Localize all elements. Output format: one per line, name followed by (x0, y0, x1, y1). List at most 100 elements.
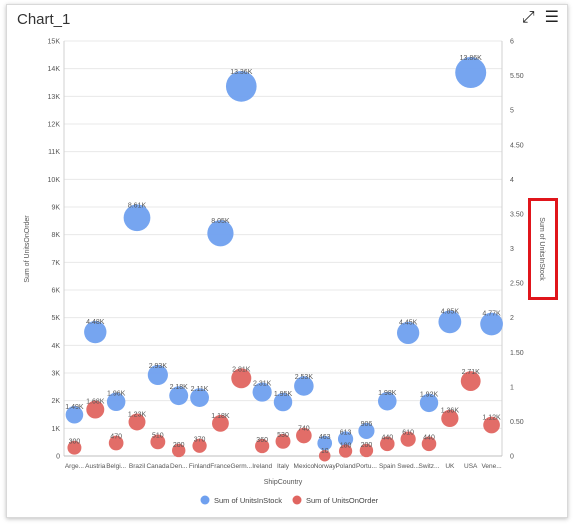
bubble-series2 (318, 449, 331, 462)
bubble-series2 (359, 443, 374, 458)
y-tick-label: 11K (48, 149, 60, 156)
x-tick-label: Portu... (356, 463, 377, 470)
y2-axis-highlight-box (528, 198, 558, 300)
data-label: 1.98K (378, 390, 397, 397)
y2-tick-label: 5 (510, 108, 514, 115)
data-label: 4.48K (86, 319, 105, 326)
data-label: 13.86K (460, 55, 483, 62)
y-tick-label: 1K (51, 426, 60, 433)
bubble-series1 (147, 364, 168, 386)
chart-title: Chart_1 (17, 11, 71, 28)
data-label: 1.23K (128, 411, 147, 418)
y2-tick-label: 1 (510, 384, 514, 391)
bubble-series1 (225, 71, 257, 102)
bubble-series1 (419, 393, 439, 413)
data-label: 1.49K (65, 404, 84, 411)
bubble-series2 (400, 431, 416, 447)
y-tick-label: 14K (48, 66, 61, 73)
bubble-series2 (128, 413, 146, 431)
bubble-series1 (169, 386, 189, 406)
bubble-series1 (396, 321, 420, 345)
bubble-series1 (337, 431, 354, 447)
y2-tick-label: 3.50 (510, 211, 524, 218)
x-tick-label: Norway (314, 463, 337, 470)
x-tick-label: Finland (189, 463, 211, 470)
bubble-series2 (67, 440, 82, 455)
x-tick-label: Belgi... (106, 463, 126, 470)
bubble-series2 (380, 436, 395, 452)
bubble-series1 (84, 320, 107, 344)
data-label: 2.81K (232, 366, 251, 373)
legend: Sum of UnitsInStock Sum of UnitsOnOrder (200, 495, 379, 505)
data-label: 440 (423, 435, 435, 442)
data-label: 2.71K (462, 369, 481, 376)
data-label: 463 (319, 434, 331, 441)
data-label: 8.61K (128, 202, 147, 209)
x-tick-label: Swed... (397, 463, 419, 470)
y-tick-label: 12K (48, 122, 61, 129)
y2-axis-ticks: 0 0.50 1 1.50 2 2.50 3 3.50 4 4.50 5 5.50 6 (510, 39, 524, 461)
chart-toolbar: ⤢ ☰ (522, 10, 559, 26)
data-label: 470 (110, 434, 122, 441)
x-tick-label: Spain (379, 463, 396, 470)
data-label: 2.53K (295, 374, 314, 381)
data-label: 740 (298, 426, 310, 433)
bubble-series2 (86, 400, 105, 419)
bubble-series1 (438, 310, 462, 334)
bubble-series1 (317, 435, 333, 451)
y-tick-label: 0 (56, 454, 60, 461)
data-label: 1.36K (441, 408, 460, 415)
bubble-series2 (296, 427, 312, 444)
data-labels: 1.49K 4.48K 1.96K 8.61K 2.93K 2.18K 2.11K 8.05K… (65, 55, 501, 455)
bubble-series2 (460, 371, 481, 391)
data-label: 200 (361, 442, 373, 449)
y2-tick-label: 4 (510, 177, 514, 184)
data-label: 1.95K (274, 391, 293, 398)
bubble-series2 (255, 438, 270, 454)
x-tick-label: Den... (170, 463, 188, 470)
y2-tick-label: 0 (510, 454, 514, 461)
legend-label: Sum of UnitsOnOrder (306, 496, 379, 505)
bubble-series1 (273, 392, 293, 412)
bubble-series2 (192, 438, 207, 453)
x-tick-label: Switz... (419, 463, 440, 470)
y-axis-label: Sum of UnitsOnOrder (24, 215, 31, 283)
y-tick-label: 2K (51, 398, 60, 405)
data-label: 1.18K (211, 413, 230, 420)
y2-tick-label: 2.50 (510, 281, 524, 288)
bubble-series2 (441, 409, 459, 428)
data-label: 1.12K (482, 415, 501, 422)
data-label: 8.05K (211, 218, 230, 225)
hamburger-menu-icon[interactable]: ☰ (544, 9, 559, 26)
y2-tick-label: 5.50 (510, 73, 524, 80)
y-tick-label: 8K (51, 232, 60, 239)
bubbles (65, 57, 503, 462)
bubble-series1 (106, 392, 126, 412)
data-label: 440 (381, 435, 393, 442)
data-label: 610 (402, 430, 414, 437)
data-label: 1.92K (420, 392, 439, 399)
bubble-series1 (252, 382, 272, 402)
x-tick-label: Germ... (230, 463, 252, 470)
data-label: 906 (361, 421, 373, 428)
bubble-series2 (150, 434, 166, 450)
x-axis-ticks: Arge... Austria Belgi... Brazil Canada Den...… (65, 463, 502, 470)
bubble-series1 (190, 388, 209, 408)
data-label: 2.31K (253, 381, 272, 388)
data-label: 613 (340, 429, 352, 436)
y2-axis-label: Sum of UnitsInStock (538, 217, 545, 281)
expand-arrows-icon[interactable]: ⤢ (521, 9, 535, 26)
bubble-series1 (294, 376, 314, 396)
y2-tick-label: 6 (510, 39, 514, 46)
data-label: 200 (173, 442, 185, 449)
data-label: 360 (256, 437, 268, 444)
bubble-series2 (108, 435, 124, 451)
data-label: 1.68K (86, 399, 105, 406)
data-label: 2.93K (149, 363, 168, 370)
x-tick-label: France (210, 463, 231, 470)
data-label: 530 (277, 432, 289, 439)
bubble-series1 (358, 422, 375, 439)
y-tick-label: 15K (48, 39, 61, 46)
bubble-series1 (455, 57, 487, 89)
